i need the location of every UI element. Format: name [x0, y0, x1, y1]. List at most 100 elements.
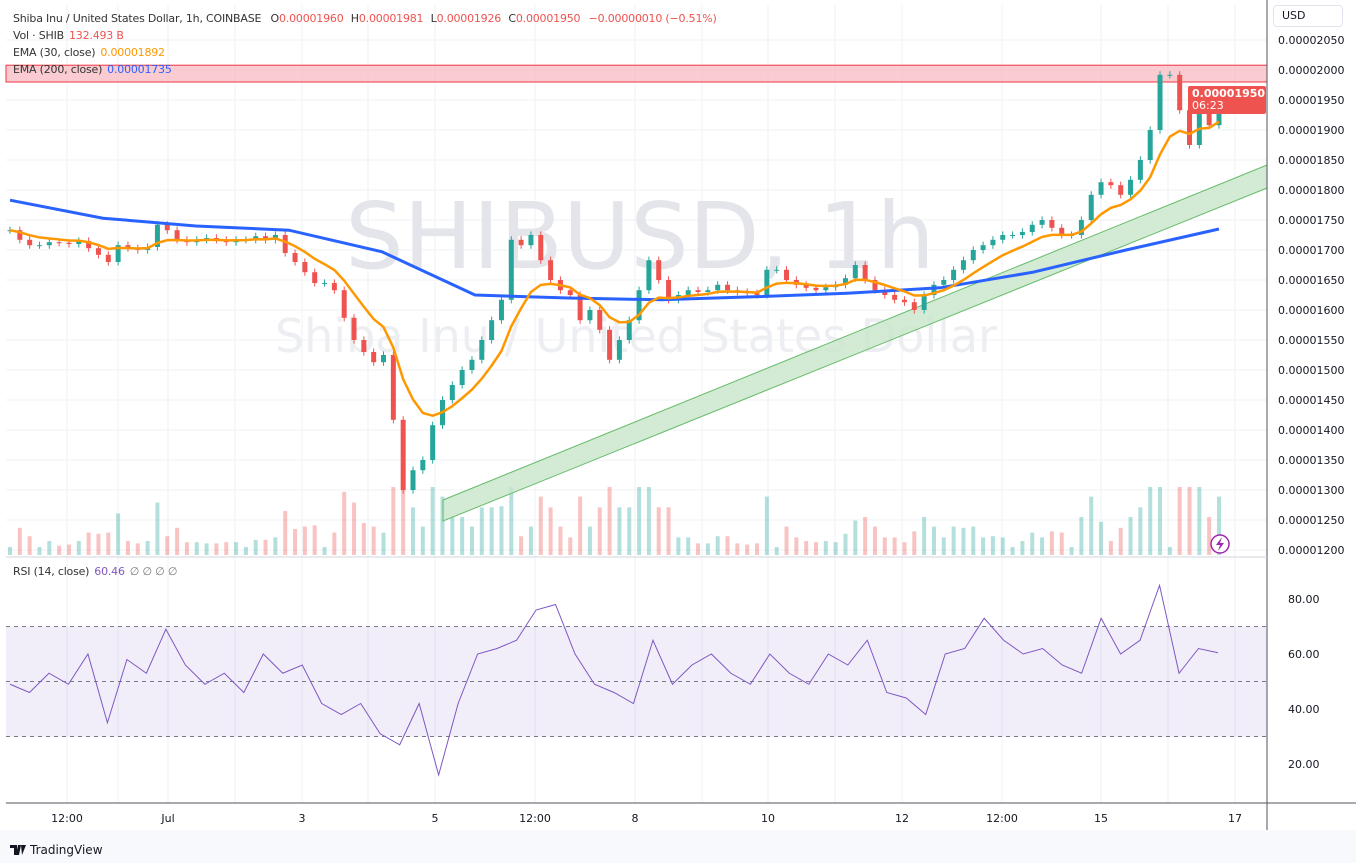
volume-bar [656, 507, 661, 555]
candle-body [1000, 235, 1006, 240]
candle-body [174, 230, 180, 240]
candle-body [636, 290, 642, 321]
time-axis[interactable]: 12:00 Jul 3 5 12:00 8 10 12 12:00 15 17 [51, 812, 1242, 825]
price-tick-label: 0.00001350 [1278, 454, 1344, 467]
volume-bar [568, 537, 573, 555]
last-price-value: 0.00001950 [1192, 87, 1266, 100]
lightning-icon[interactable] [1210, 534, 1230, 554]
volume-bar [1099, 521, 1104, 555]
volume-legend[interactable]: Vol · SHIB 132.493 B [13, 29, 124, 42]
price-tick-label: 0.00001900 [1278, 124, 1344, 137]
candle-body [705, 290, 711, 292]
volume-bar [823, 541, 828, 555]
volume-bar [1000, 537, 1005, 555]
volume-bar [1217, 496, 1221, 555]
close-value: 0.00001950 [515, 12, 581, 25]
volume-bar [1030, 532, 1035, 555]
rsi-value: 60.46 [94, 565, 125, 578]
volume-bar [853, 520, 858, 555]
volume-bar [204, 543, 209, 555]
rsi-legend[interactable]: RSI (14, close) 60.46 ∅ ∅ ∅ ∅ [13, 565, 177, 578]
volume-bar [1020, 541, 1025, 555]
volume-bar [784, 526, 789, 555]
volume-bar [696, 543, 701, 555]
time-tick-label: 12:00 [519, 812, 551, 825]
change-value: −0.00000010 (−0.51%) [588, 12, 717, 25]
candle-body [862, 265, 868, 280]
candle-body [302, 262, 308, 273]
volume-bar [66, 544, 71, 555]
volume-bar [971, 526, 976, 555]
volume-bar [872, 526, 877, 555]
candle-body [1029, 224, 1035, 232]
volume-bar [912, 531, 917, 555]
volume-bar [931, 526, 936, 555]
time-tick-label: 8 [632, 812, 639, 825]
candle-body [1206, 110, 1212, 126]
volume-bar [165, 536, 170, 555]
volume-bar [922, 517, 927, 555]
last-price-label: 0.00001950 06:23 [1188, 86, 1266, 114]
candle-body [852, 265, 858, 279]
price-tick-label: 0.00001750 [1278, 214, 1344, 227]
tradingview-brand[interactable]: TradingView [10, 843, 103, 857]
candle-body [1128, 179, 1134, 195]
volume-bar [558, 526, 563, 555]
price-tick-label: 0.00001950 [1278, 94, 1344, 107]
candle-body [76, 241, 82, 244]
candle-body [1010, 235, 1016, 236]
candle-body [1039, 220, 1045, 225]
candle-body [410, 470, 416, 490]
close-label: C [508, 12, 516, 25]
volume-bar [135, 543, 140, 555]
price-tick-label: 0.00001600 [1278, 304, 1344, 317]
volume-bar [607, 487, 612, 555]
rsi-label: RSI (14, close) [13, 565, 90, 578]
ema200-value: 0.00001735 [107, 63, 172, 76]
candle-body [607, 329, 613, 360]
price-tick-label: 0.00001800 [1278, 184, 1344, 197]
candle-body [901, 299, 907, 303]
candle-body [666, 280, 672, 300]
volume-bar [224, 542, 229, 555]
candle-body [1118, 185, 1124, 195]
volume-bar [194, 542, 199, 555]
price-tick-label: 0.00001300 [1278, 484, 1344, 497]
volume-bar [961, 527, 966, 555]
rsi-extra: ∅ ∅ ∅ ∅ [129, 565, 178, 578]
symbol-legend[interactable]: Shiba Inu / United States Dollar, 1h, CO… [13, 12, 717, 25]
volume-bar [646, 487, 651, 555]
candle-body [449, 385, 455, 400]
ema30-legend[interactable]: EMA (30, close) 0.00001892 [13, 46, 165, 59]
volume-bar [86, 532, 91, 555]
volume-bar [8, 547, 12, 555]
volume-bar [1138, 507, 1143, 555]
candle-body [86, 241, 92, 249]
price-axis[interactable]: 0.00002050 0.00002000 0.00001950 0.00001900… [1278, 34, 1344, 557]
volume-bar [637, 487, 642, 555]
volume-bar [76, 541, 81, 555]
volume-bar [578, 496, 583, 555]
candle-body [695, 290, 701, 292]
candle-body [892, 295, 898, 300]
candle-body [1059, 227, 1065, 235]
volume-bar [47, 541, 52, 555]
volume-bar [745, 544, 750, 555]
time-tick-label: 5 [432, 812, 439, 825]
volume-bar [214, 543, 219, 555]
candle-body [27, 239, 33, 246]
volume-bar [499, 506, 504, 555]
candle-body [489, 320, 495, 340]
currency-button[interactable]: USD [1273, 5, 1343, 27]
rsi-axis[interactable]: 80.00 60.00 40.00 20.00 [1288, 593, 1320, 771]
volume-bar [1010, 547, 1015, 555]
candle-body [931, 284, 937, 295]
volume-bar [597, 507, 602, 555]
candle-body [685, 290, 691, 295]
volume-label: Vol · SHIB [13, 29, 64, 42]
resistance-zone[interactable] [5, 64, 1268, 83]
ema200-legend[interactable]: EMA (200, close) 0.00001735 [13, 63, 172, 76]
candle-body [312, 272, 318, 283]
rsi-tick-label: 40.00 [1288, 703, 1320, 716]
